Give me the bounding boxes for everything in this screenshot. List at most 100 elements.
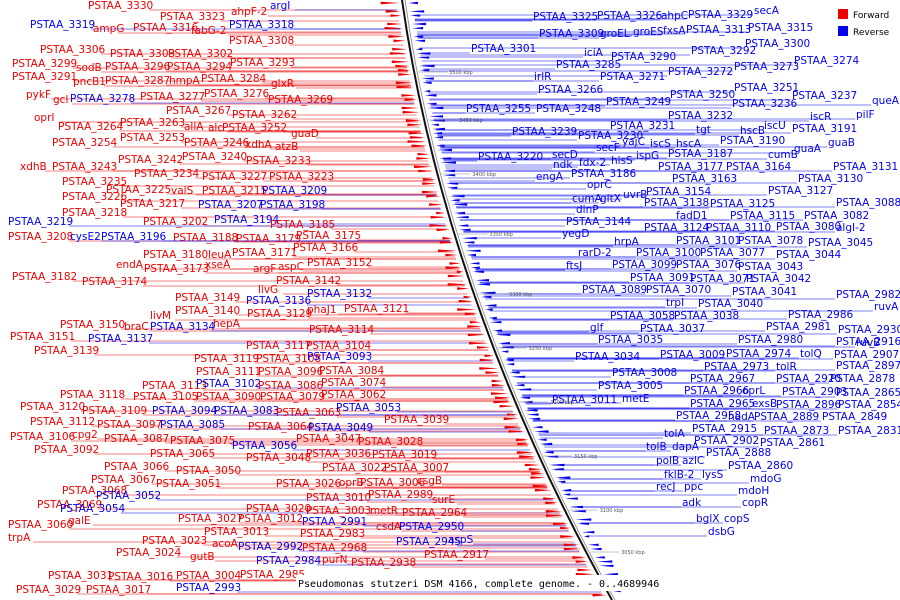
- reverse-gene: [590, 547, 602, 551]
- forward-gene: [393, 39, 406, 43]
- gene-label-forward: PSTAA_3277: [140, 91, 205, 103]
- forward-gene: [436, 211, 446, 215]
- gene-label-forward: PSTAA_2993: [176, 582, 241, 594]
- gene-label-forward: PSTAA_3134: [150, 321, 216, 333]
- reverse-gene: [433, 132, 442, 135]
- gene-label-reverse: PSTAA_3290: [611, 51, 676, 63]
- gene-label-reverse: copS: [724, 513, 750, 525]
- gene-label-forward: PSTAA_3094: [152, 405, 218, 417]
- reverse-gene: [594, 556, 605, 559]
- reverse-gene: [494, 333, 511, 336]
- gene-label-reverse: PSTAA_3089: [582, 284, 647, 296]
- gene-label-forward: livG: [258, 284, 278, 296]
- gene-label-forward: PSTAA_3318: [229, 19, 294, 31]
- gene-label-forward: glxR: [271, 78, 294, 90]
- reverse-gene: [603, 573, 618, 576]
- forward-gene: [404, 98, 417, 101]
- gene-label-forward: argF: [253, 263, 276, 275]
- reverse-gene: [471, 266, 480, 269]
- gene-label-reverse: exsB: [752, 398, 777, 410]
- reverse-gene: [519, 396, 531, 399]
- gene-label-forward: PSTAA_3227: [202, 171, 267, 183]
- gene-label-reverse: ruvA: [874, 301, 899, 313]
- gene-label-forward: PSTAA_3112: [30, 416, 95, 428]
- gene-label-forward: PSTAA_3092: [34, 444, 99, 456]
- gene-label-forward: PSTAA_3084: [319, 365, 385, 377]
- gene-label-forward: PSTAA_3036: [306, 448, 372, 460]
- gene-label-forward: PSTAA_3093: [307, 351, 372, 363]
- reverse-gene: [440, 161, 456, 164]
- gene-label-forward: PSTAA_3007: [384, 462, 449, 474]
- reverse-gene: [581, 531, 595, 534]
- reverse-gene: [575, 518, 592, 521]
- tick-label: 3400 kbp: [472, 172, 496, 178]
- gene-label-reverse: PSTAA_3099: [612, 259, 677, 271]
- gene-label-reverse: trpI: [666, 297, 684, 309]
- forward-gene: [422, 182, 437, 185]
- reverse-gene: [419, 64, 435, 68]
- gene-label-reverse: PSTAA_3130: [798, 173, 863, 185]
- forward-gene: [445, 253, 458, 257]
- gene-label-reverse: PSTAA_2854: [838, 399, 900, 411]
- gene-label-reverse: engA: [536, 171, 564, 183]
- reverse-gene: [551, 468, 564, 471]
- gene-label-forward: PSTAA_3129: [247, 308, 312, 320]
- gene-label-forward: PSTAA_3090: [196, 391, 261, 403]
- gene-label-forward: PSTAA_3303: [110, 48, 175, 60]
- gene-label-reverse: metE: [622, 393, 649, 405]
- forward-gene: [390, 14, 402, 17]
- gene-label-forward: PSTAA_3050: [176, 465, 241, 477]
- forward-gene: [467, 333, 486, 337]
- gene-label-reverse: ahpC: [661, 10, 688, 22]
- gene-label-forward: PSTAA_3252: [222, 122, 287, 134]
- gene-label-reverse: oprL: [742, 385, 765, 397]
- reverse-gene: [431, 123, 439, 126]
- forward-gene: [458, 299, 474, 303]
- forward-gene: [464, 312, 478, 316]
- gene-label-reverse: PSTAA_2878: [830, 373, 895, 385]
- reverse-gene: [408, 1, 418, 5]
- reverse-gene: [597, 560, 613, 563]
- gene-label-reverse: PSTAA_3091: [630, 272, 695, 284]
- gene-label-reverse: PSTAA_3249: [606, 96, 671, 108]
- gene-label-forward: PSTAA_3202: [143, 216, 208, 228]
- gene-label-reverse: PSTAA_3034: [575, 351, 641, 363]
- gene-label-forward: fabG-2: [191, 25, 226, 37]
- gene-label-reverse: PSTAA_3041: [732, 286, 797, 298]
- reverse-gene: [497, 342, 510, 345]
- forward-gene: [407, 123, 423, 127]
- gene-label-forward: PSTAA_2983: [300, 528, 365, 540]
- gene-label-reverse: PSTAA_3230: [578, 130, 643, 142]
- forward-gene: [485, 371, 501, 374]
- gene-label-reverse: PSTAA_3125: [710, 198, 775, 210]
- gene-label-forward: purN: [322, 554, 348, 566]
- gene-label-forward: valS: [171, 185, 194, 197]
- gene-label-forward: hmpA: [169, 75, 201, 87]
- gene-label-forward: csgB: [417, 475, 442, 487]
- gene-label-forward: PSTAA_3067: [91, 474, 156, 486]
- gene-label-reverse: secA: [754, 5, 780, 17]
- gene-label-forward: PSTAA_3079: [260, 391, 325, 403]
- tick-label: 3300 kbp: [509, 292, 533, 298]
- gene-label-reverse: fxsA: [663, 25, 686, 37]
- reverse-gene: [493, 329, 502, 332]
- forward-gene: [531, 472, 544, 475]
- gene-label-reverse: PSTAA_3326: [597, 10, 663, 22]
- tick-label: 3200 kbp: [550, 400, 574, 406]
- gene-label-forward: PSTAA_3066: [104, 461, 170, 473]
- reverse-gene: [461, 237, 477, 240]
- gene-label-forward: PSTAA_3306: [40, 44, 106, 56]
- forward-gene: [439, 241, 454, 244]
- gene-label-forward: PSTAA_3150: [60, 319, 125, 331]
- gene-label-forward: PSTAA_3173: [144, 263, 209, 275]
- forward-gene: [429, 203, 443, 206]
- forward-gene: [421, 190, 440, 194]
- forward-gene: [524, 463, 541, 467]
- reverse-gene: [439, 157, 451, 160]
- gene-label-reverse: PSTAA_3190: [720, 135, 785, 147]
- gene-label-forward: PSTAA_3060: [8, 519, 73, 531]
- reverse-gene: [421, 77, 434, 80]
- gene-label-reverse: uvrB: [623, 189, 647, 201]
- forward-gene: [411, 144, 428, 148]
- gene-label-reverse: PSTAA_3127: [768, 185, 833, 197]
